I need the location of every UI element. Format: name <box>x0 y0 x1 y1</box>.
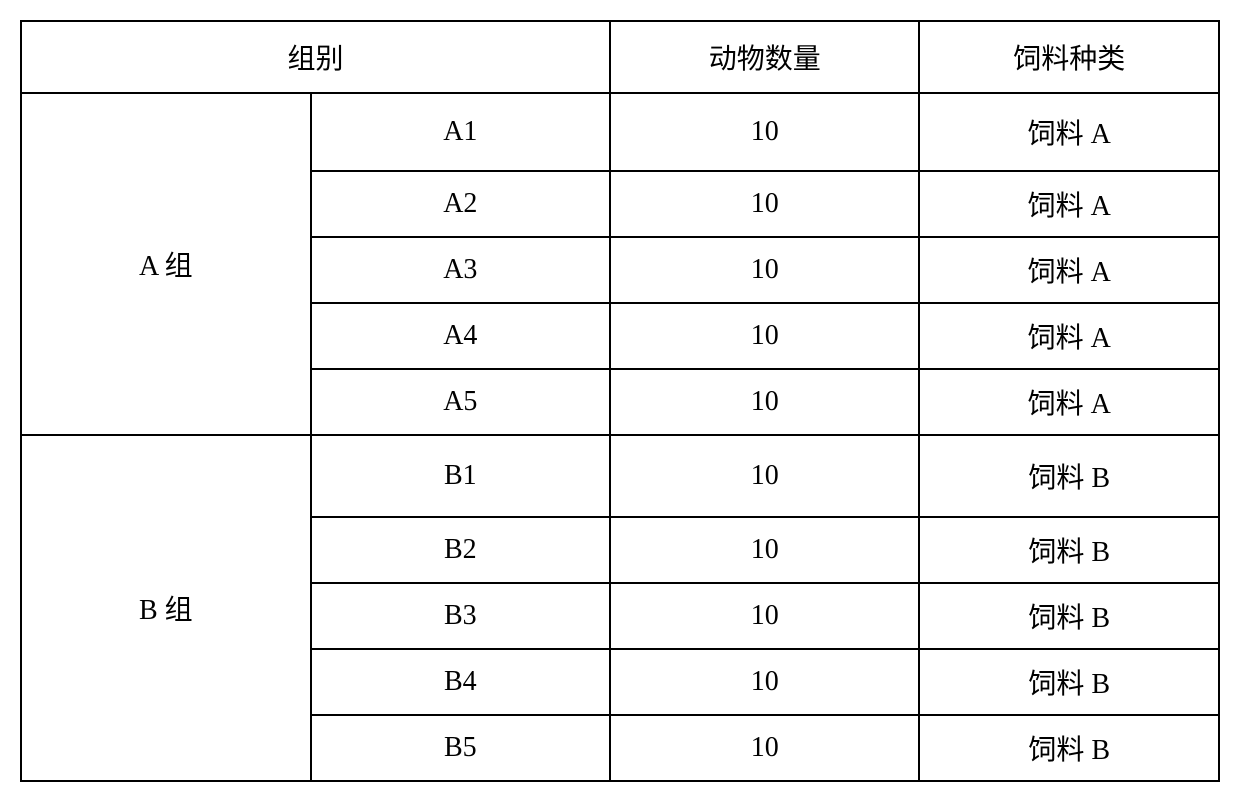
subgroup-cell: B5 <box>311 715 611 781</box>
feed-cell: 饲料 B <box>919 583 1219 649</box>
count-cell: 10 <box>610 649 919 715</box>
feed-cell: 饲料 A <box>919 93 1219 171</box>
experiment-table: 组别 动物数量 饲料种类 A 组 A1 10 饲料 A A2 10 饲料 A A… <box>20 20 1220 782</box>
subgroup-cell: B1 <box>311 435 611 517</box>
feed-cell: 饲料 B <box>919 435 1219 517</box>
count-cell: 10 <box>610 435 919 517</box>
subgroup-cell: A4 <box>311 303 611 369</box>
table-header-row: 组别 动物数量 饲料种类 <box>21 21 1219 93</box>
table-row: A 组 A1 10 饲料 A <box>21 93 1219 171</box>
subgroup-cell: A2 <box>311 171 611 237</box>
subgroup-cell: B2 <box>311 517 611 583</box>
count-cell: 10 <box>610 715 919 781</box>
count-cell: 10 <box>610 93 919 171</box>
header-feed-type: 饲料种类 <box>919 21 1219 93</box>
subgroup-cell: A3 <box>311 237 611 303</box>
count-cell: 10 <box>610 171 919 237</box>
feed-cell: 饲料 A <box>919 171 1219 237</box>
group-a-label: A 组 <box>21 93 311 435</box>
feed-cell: 饲料 A <box>919 369 1219 435</box>
feed-cell: 饲料 A <box>919 237 1219 303</box>
count-cell: 10 <box>610 517 919 583</box>
count-cell: 10 <box>610 369 919 435</box>
table-row: B 组 B1 10 饲料 B <box>21 435 1219 517</box>
subgroup-cell: B4 <box>311 649 611 715</box>
count-cell: 10 <box>610 237 919 303</box>
feed-cell: 饲料 B <box>919 649 1219 715</box>
feed-cell: 饲料 A <box>919 303 1219 369</box>
count-cell: 10 <box>610 583 919 649</box>
subgroup-cell: A5 <box>311 369 611 435</box>
count-cell: 10 <box>610 303 919 369</box>
subgroup-cell: A1 <box>311 93 611 171</box>
header-animal-count: 动物数量 <box>610 21 919 93</box>
header-group: 组别 <box>21 21 610 93</box>
group-b-label: B 组 <box>21 435 311 781</box>
feed-cell: 饲料 B <box>919 517 1219 583</box>
feed-cell: 饲料 B <box>919 715 1219 781</box>
subgroup-cell: B3 <box>311 583 611 649</box>
